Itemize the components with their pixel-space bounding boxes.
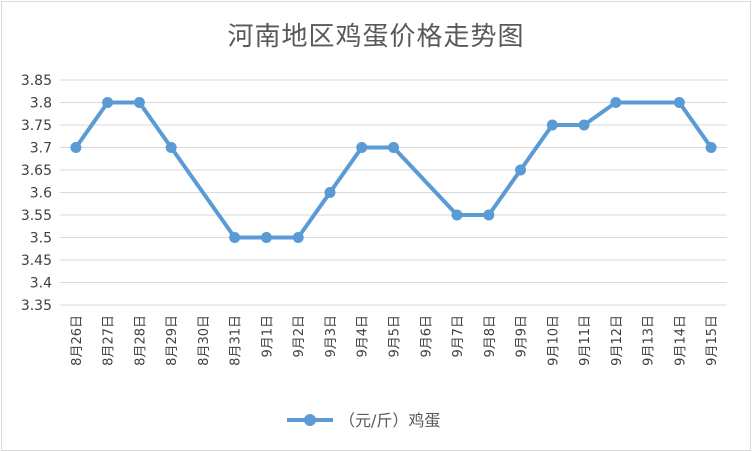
data-point bbox=[578, 119, 590, 131]
series-line bbox=[74, 100, 713, 240]
x-tick-label: 9月3日 bbox=[324, 315, 339, 358]
y-tick-label: 3.4 bbox=[30, 276, 52, 292]
x-tick-label: 9月15日 bbox=[705, 315, 720, 366]
series-egg-price bbox=[70, 97, 717, 243]
x-tick: 9月6日 bbox=[419, 315, 434, 358]
x-tick-label: 9月7日 bbox=[451, 315, 466, 358]
y-tick-label: 3.6 bbox=[30, 186, 52, 202]
legend: （元/斤）鸡蛋 bbox=[287, 411, 440, 430]
gridlines bbox=[60, 79, 727, 306]
x-tick: 9月4日 bbox=[356, 315, 371, 358]
x-tick-label: 9月13日 bbox=[642, 315, 657, 366]
x-tick: 9月10日 bbox=[546, 315, 561, 366]
data-point bbox=[133, 97, 145, 108]
x-tick-label: 9月4日 bbox=[356, 315, 371, 358]
data-point bbox=[292, 232, 304, 243]
x-tick-label: 9月1日 bbox=[260, 315, 275, 358]
x-tick-label: 9月6日 bbox=[419, 315, 434, 358]
x-tick-label: 9月11日 bbox=[578, 315, 593, 366]
x-tick-label: 9月14日 bbox=[673, 315, 688, 366]
x-tick-label: 8月29日 bbox=[165, 315, 180, 366]
x-tick-label: 9月8日 bbox=[483, 315, 498, 358]
x-tick: 8月30日 bbox=[197, 315, 212, 366]
data-point bbox=[70, 142, 82, 153]
y-tick-label: 3.65 bbox=[21, 163, 52, 179]
y-tick-label: 3.75 bbox=[21, 118, 52, 134]
x-tick-label: 9月9日 bbox=[515, 315, 530, 358]
x-tick-label: 9月2日 bbox=[292, 315, 307, 358]
x-tick: 8月27日 bbox=[102, 315, 117, 366]
x-tick: 9月2日 bbox=[292, 315, 307, 358]
data-point bbox=[260, 232, 272, 243]
x-tick: 9月12日 bbox=[610, 315, 625, 366]
x-tick: 9月3日 bbox=[324, 315, 339, 358]
chart-title: 河南地区鸡蛋价格走势图 bbox=[227, 22, 525, 52]
data-point bbox=[610, 97, 622, 108]
x-tick: 8月26日 bbox=[70, 315, 85, 366]
y-tick-label: 3.7 bbox=[30, 141, 52, 157]
data-point bbox=[451, 209, 463, 221]
x-tick: 9月11日 bbox=[578, 315, 593, 366]
y-tick-label: 3.55 bbox=[21, 208, 52, 224]
data-point bbox=[546, 119, 558, 131]
x-tick: 8月28日 bbox=[133, 315, 148, 366]
data-point bbox=[388, 142, 399, 153]
y-tick-label: 3.8 bbox=[30, 96, 52, 112]
y-tick-label: 3.85 bbox=[21, 73, 52, 89]
x-tick-label: 8月30日 bbox=[197, 315, 212, 366]
data-point bbox=[324, 187, 336, 198]
y-tick-label: 3.35 bbox=[21, 298, 52, 314]
x-axis-ticks: 8月26日 8月27日 8月28日 8月29日 8月30日 8月31日 9月1日 9月2日 9月… bbox=[70, 315, 720, 366]
x-tick: 9月8日 bbox=[483, 315, 498, 358]
x-tick-label: 8月31日 bbox=[229, 315, 244, 366]
data-point bbox=[515, 164, 527, 176]
legend-dot-marker bbox=[304, 414, 316, 426]
x-tick: 9月14日 bbox=[673, 315, 688, 366]
x-tick-label: 8月28日 bbox=[133, 315, 148, 366]
x-tick: 9月1日 bbox=[260, 315, 275, 358]
x-tick: 8月31日 bbox=[229, 315, 244, 366]
x-tick-label: 9月5日 bbox=[388, 315, 403, 358]
data-point bbox=[673, 97, 685, 108]
data-point bbox=[102, 97, 114, 108]
x-tick-label: 8月26日 bbox=[70, 315, 85, 366]
x-tick: 9月13日 bbox=[642, 315, 657, 366]
x-tick-label: 9月12日 bbox=[610, 315, 625, 366]
data-point bbox=[483, 209, 495, 221]
x-tick: 9月7日 bbox=[451, 315, 466, 358]
x-tick: 9月15日 bbox=[705, 315, 720, 366]
x-tick-label: 8月27日 bbox=[102, 315, 117, 366]
x-tick: 8月29日 bbox=[165, 315, 180, 366]
data-point bbox=[705, 142, 717, 153]
x-tick: 9月5日 bbox=[388, 315, 403, 358]
data-point bbox=[165, 142, 177, 153]
x-tick: 9月9日 bbox=[515, 315, 530, 358]
y-axis-ticks: 3.35 3.4 3.45 3.5 3.55 3.6 3.65 3.7 3.75 3.8 3.85 bbox=[21, 73, 52, 314]
x-tick-label: 9月10日 bbox=[546, 315, 561, 366]
y-tick-label: 3.45 bbox=[21, 253, 52, 269]
legend-label: （元/斤）鸡蛋 bbox=[339, 411, 440, 430]
data-point bbox=[229, 232, 241, 243]
data-point bbox=[356, 142, 368, 153]
y-tick-label: 3.5 bbox=[30, 231, 52, 247]
